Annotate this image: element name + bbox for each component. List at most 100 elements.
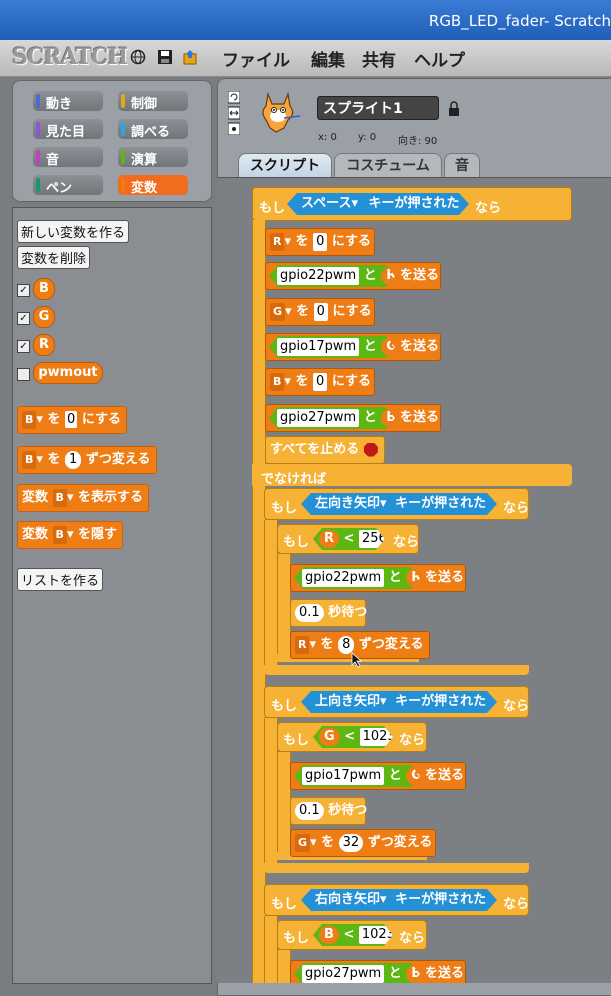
hide-variable-block[interactable]: 変数 B ▾ を隠す [17, 521, 123, 549]
key-pressed-condition[interactable]: 上向き矢印▾ キーが押された [301, 691, 497, 713]
variable-dropdown[interactable]: G [295, 834, 311, 852]
send-block[interactable]: gpio22pwm と R を送る [265, 262, 441, 290]
save-icon[interactable] [157, 49, 173, 65]
value-input[interactable]: 8 [338, 636, 355, 654]
value-input[interactable]: 0 [313, 373, 328, 391]
send-block[interactable]: gpio27pwm と B を送る [265, 404, 441, 432]
variable-dropdown[interactable]: B [22, 411, 37, 429]
category-motion[interactable]: 動き [33, 91, 103, 112]
text-input[interactable]: gpio22pwm [302, 569, 384, 587]
stop-all-block[interactable]: すべてを止める [265, 436, 385, 464]
variable-reporter[interactable]: R [381, 267, 401, 285]
variable-reporter[interactable]: B [406, 965, 426, 983]
variable-dropdown[interactable]: R [295, 636, 310, 654]
text-input[interactable]: gpio17pwm [277, 338, 359, 356]
key-dropdown[interactable]: スペース [301, 196, 352, 211]
new-list-button[interactable]: リストを作る [17, 568, 104, 591]
send-block[interactable]: gpio17pwm と G を送る [265, 333, 441, 361]
tab-costumes[interactable]: コスチューム [334, 153, 442, 179]
category-control[interactable]: 制御 [118, 91, 188, 112]
category-looks[interactable]: 見た目 [33, 119, 103, 140]
variable-dropdown[interactable]: B [52, 489, 67, 507]
rotation-style-icons[interactable] [228, 91, 240, 135]
value-input[interactable]: 1023 [360, 728, 399, 746]
delete-variable-button[interactable]: 変数を削除 [17, 246, 91, 269]
new-variable-button[interactable]: 新しい変数を作る [17, 220, 130, 243]
variable-checkbox-g[interactable]: ✓ [17, 312, 30, 325]
change-block[interactable]: G ▾ を 32 ずつ変える [290, 829, 436, 857]
join-block[interactable]: gpio17pwm と G [269, 336, 395, 358]
variable-checkbox-r[interactable]: ✓ [17, 340, 30, 353]
value-input[interactable]: 0 [313, 303, 328, 321]
share-icon[interactable] [182, 49, 198, 65]
text-input[interactable]: gpio22pwm [277, 267, 359, 285]
variable-dropdown[interactable]: R [270, 233, 285, 251]
variable-dropdown[interactable]: B [22, 451, 37, 469]
key-dropdown[interactable]: 上向き矢印 [315, 694, 381, 709]
change-variable-block[interactable]: B ▾ を 1 ずつ変える [17, 446, 157, 474]
variable-checkbox-pwmout[interactable] [17, 368, 30, 381]
value-input[interactable]: 0.1 [295, 604, 324, 622]
join-block[interactable]: gpio27pwm と B [269, 407, 395, 429]
set-block[interactable]: R ▾ を 0 にする [265, 228, 375, 256]
text-input[interactable]: gpio27pwm [277, 409, 359, 427]
show-variable-block[interactable]: 変数 B ▾ を表示する [17, 484, 149, 512]
value-input[interactable]: 1 [65, 451, 82, 469]
set-variable-block[interactable]: B ▾ を 0 にする [17, 406, 127, 434]
category-sound[interactable]: 音 [33, 147, 103, 168]
value-input[interactable]: 0 [313, 233, 328, 251]
text-input[interactable]: gpio27pwm [302, 965, 384, 983]
script-area[interactable]: もし スペース▾ キーが押された なら R ▾ を 0 にする gpio22pwm… [217, 177, 611, 983]
variable-dropdown[interactable]: B [52, 526, 67, 544]
variable-reporter[interactable]: R [319, 530, 339, 548]
variable-reporter[interactable]: G [319, 728, 340, 746]
wait-block[interactable]: 0.1 秒待つ [290, 599, 367, 627]
category-operators[interactable]: 演算 [118, 147, 188, 168]
value-input[interactable]: 0.1 [295, 802, 324, 820]
send-block[interactable]: gpio17pwm と G を送る [290, 762, 466, 790]
sprite-name-input[interactable]: スプライト1 [317, 96, 439, 120]
change-block[interactable]: R ▾ を 8 ずつ変える [290, 631, 430, 659]
menu-share[interactable]: 共有 [362, 51, 396, 71]
set-block[interactable]: G ▾ を 0 にする [265, 298, 375, 326]
variable-reporter[interactable]: G [406, 767, 427, 785]
less-than-block[interactable]: B < 1023 [313, 924, 393, 946]
variable-dropdown[interactable]: G [270, 303, 286, 321]
less-than-block[interactable]: R < 256 [313, 528, 385, 550]
wait-block[interactable]: 0.1 秒待つ [290, 797, 367, 825]
key-dropdown[interactable]: 左向き矢印 [315, 496, 381, 511]
variable-reporter[interactable]: B [319, 926, 339, 944]
key-pressed-condition[interactable]: スペース▾ キーが押された [287, 193, 469, 215]
globe-icon[interactable] [130, 49, 146, 65]
less-than-block[interactable]: G < 1023 [313, 726, 393, 748]
value-input[interactable]: 0 [65, 411, 78, 428]
join-block[interactable]: gpio22pwm と R [294, 567, 420, 589]
value-input[interactable]: 1023 [359, 926, 398, 944]
variable-reporter-b[interactable]: B [33, 278, 55, 300]
lock-icon[interactable] [448, 101, 460, 116]
variable-reporter-g[interactable]: G [33, 306, 55, 328]
variable-reporter[interactable]: B [381, 409, 401, 427]
variable-reporter[interactable]: R [406, 569, 426, 587]
variable-reporter-pwmout[interactable]: pwmout [33, 362, 103, 384]
menu-edit[interactable]: 編集 [311, 51, 345, 71]
set-block[interactable]: B ▾ を 0 にする [265, 368, 375, 396]
text-input[interactable]: gpio17pwm [302, 767, 384, 785]
join-block[interactable]: gpio17pwm と G [294, 765, 420, 787]
tab-scripts[interactable]: スクリプト [238, 153, 332, 179]
join-block[interactable]: gpio22pwm と R [269, 265, 395, 287]
variable-reporter[interactable]: G [381, 338, 402, 356]
variable-reporter-r[interactable]: R [33, 334, 55, 356]
key-pressed-condition[interactable]: 右向き矢印▾ キーが押された [301, 889, 497, 911]
category-pen[interactable]: ペン [33, 175, 103, 196]
category-sensing[interactable]: 調べる [118, 119, 188, 140]
category-variables[interactable]: 変数 [118, 175, 188, 196]
variable-dropdown[interactable]: B [270, 373, 285, 391]
menu-file[interactable]: ファイル [222, 51, 290, 71]
menu-help[interactable]: ヘルプ [414, 51, 465, 71]
tab-sounds[interactable]: 音 [444, 153, 480, 179]
key-pressed-condition[interactable]: 左向き矢印▾ キーが押された [301, 493, 497, 515]
send-block[interactable]: gpio22pwm と R を送る [290, 564, 466, 592]
value-input[interactable]: 32 [338, 834, 364, 852]
key-dropdown[interactable]: 右向き矢印 [315, 892, 381, 907]
